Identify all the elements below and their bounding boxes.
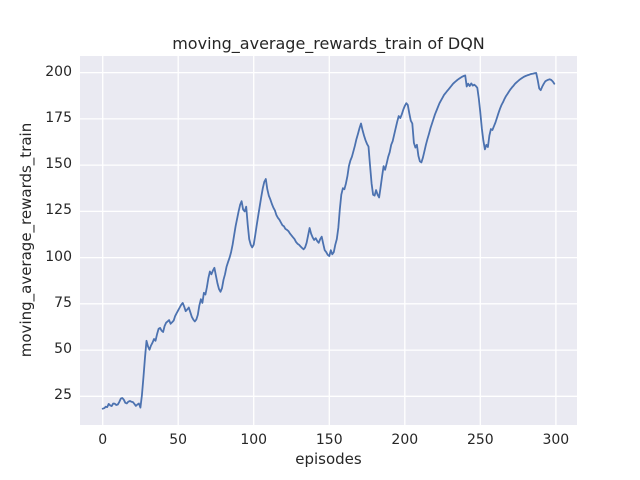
x-tick-label: 0	[98, 432, 108, 448]
x-axis-label: episodes	[295, 450, 362, 468]
y-tick-label: 200	[45, 63, 72, 80]
x-tick-label: 150	[315, 432, 343, 448]
x-tick-label: 250	[466, 432, 494, 448]
y-tick-label: 150	[45, 156, 72, 173]
chart-canvas	[80, 56, 577, 425]
series-line	[101, 72, 556, 410]
y-tick-label: 100	[45, 248, 72, 265]
gridlines	[80, 56, 577, 425]
y-tick-label: 175	[45, 109, 72, 126]
y-tick-label: 25	[54, 387, 72, 404]
y-tick-label: 75	[54, 294, 72, 311]
x-tick-label: 300	[542, 432, 570, 448]
x-tick-label: 50	[169, 432, 188, 448]
x-tick-label: 200	[391, 432, 419, 448]
plot-area	[80, 56, 577, 425]
y-tick-label: 125	[45, 202, 72, 219]
y-tick-label: 50	[54, 341, 72, 358]
x-tick-label: 100	[240, 432, 268, 448]
chart-title: moving_average_rewards_train of DQN	[172, 34, 485, 53]
